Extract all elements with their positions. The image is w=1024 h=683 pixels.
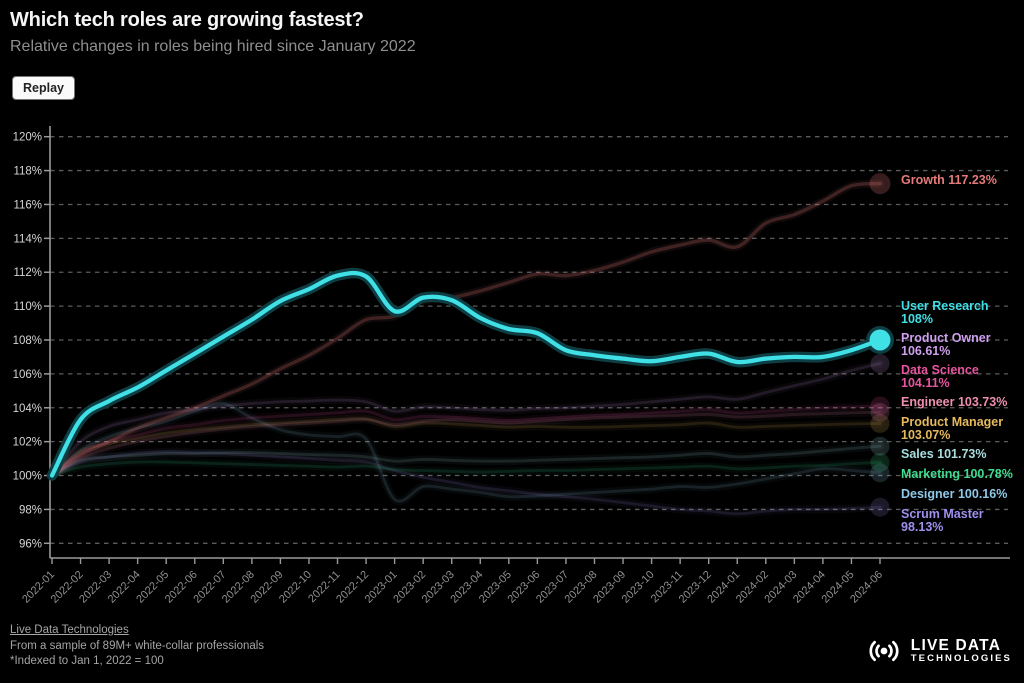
series-label-scrum-master: Scrum Master 98.13% [901,506,984,534]
series-line-user-research [49,270,883,478]
footer-sample-text: From a sample of 89M+ white-collar profe… [10,639,265,652]
svg-text:96%: 96% [19,538,42,550]
series-label-sales: Sales 101.73% [901,446,987,461]
series-dot-product-owner [870,354,890,374]
series-line-marketing [50,460,882,477]
series-label-product-manager: Product Manager 103.07% [901,414,1004,442]
svg-text:102%: 102% [13,437,42,449]
radio-wave-icon [869,640,899,662]
series-label-designer: Designer 100.16% [901,486,1008,501]
series-label-data-science: Data Science 104.11% [901,362,979,390]
series-dot-scrum-master [870,497,890,517]
footer: Live Data Technologies From a sample of … [10,623,264,670]
svg-text:100%: 100% [13,471,42,483]
series-line-scrum-master [50,450,882,516]
series-dot-engineer [870,402,890,422]
series-label-growth: Growth 117.23% [901,173,997,188]
series-dot-growth [869,173,891,195]
svg-text:118%: 118% [13,166,42,178]
series-dot-sales [870,436,890,456]
svg-text:106%: 106% [13,369,42,381]
replay-button[interactable]: Replay [12,76,75,100]
page-title: Which tech roles are growing fastest? [10,9,364,31]
svg-text:114%: 114% [13,233,42,245]
svg-text:108%: 108% [13,335,42,347]
series-line-designer [50,401,882,503]
footer-index-note: *Indexed to Jan 1, 2022 = 100 [10,655,164,667]
svg-text:98%: 98% [19,504,42,516]
svg-text:104%: 104% [13,403,42,415]
page-subtitle: Relative changes in roles being hired si… [10,38,416,55]
logo-text: LIVE DATA TECHNOLOGIES [911,638,1012,664]
series-label-engineer: Engineer 103.73% [901,394,1008,409]
series-line-data-science [50,404,882,477]
series-line-product-owner [50,362,882,477]
logo-sub: TECHNOLOGIES [910,653,1012,664]
series-dot-marketing [870,452,890,472]
live-data-logo: LIVE DATA TECHNOLOGIES [864,636,1012,666]
series-label-product-owner: Product Owner 106.61% [901,330,991,358]
svg-text:110%: 110% [13,301,42,313]
series-line-sales [50,444,882,477]
series-line-engineer [50,410,882,477]
series-line-growth [50,181,882,478]
series-label-marketing: Marketing 100.78% [901,466,1013,481]
svg-text:116%: 116% [13,199,42,211]
footer-source-link[interactable]: Live Data Technologies [10,624,129,636]
series-dot-user-research [869,329,891,351]
svg-text:120%: 120% [13,132,42,144]
series-label-user-research: User Research 108% [901,298,989,326]
series-dot-designer [870,463,890,483]
series-line-product-manager [50,416,882,477]
series-dot-product-manager [870,414,890,434]
logo-name: LIVE DATA [910,637,1002,654]
series-dot-data-science [870,396,890,416]
svg-text:112%: 112% [13,267,42,279]
